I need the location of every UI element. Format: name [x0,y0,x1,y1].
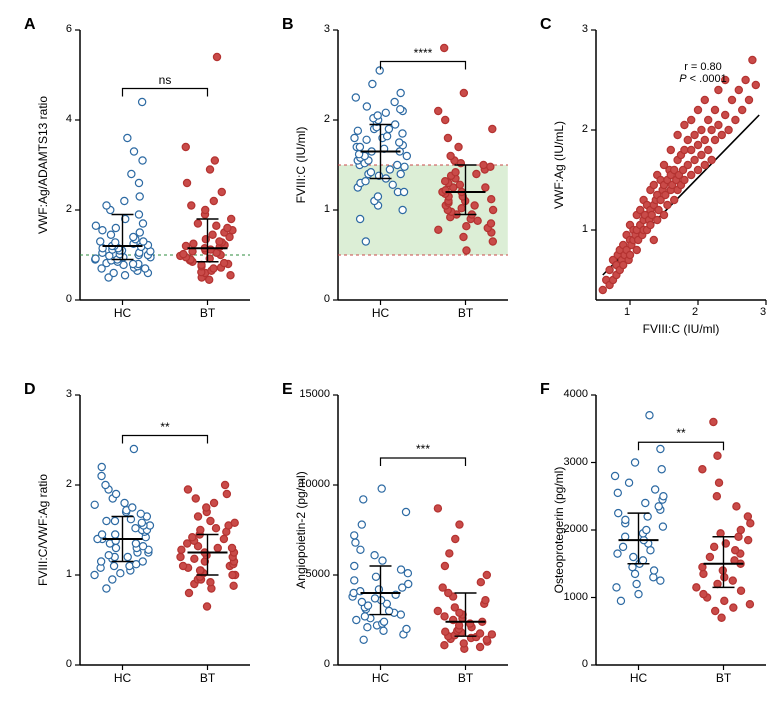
y-axis-label: VWF:Ag (IU/mL) [552,30,566,300]
panel-label-c: C [540,16,552,34]
panel-b-plot [330,22,516,308]
ytick-label: 4000 [564,388,588,400]
ytick-label: 0 [582,658,588,670]
panel-label-f: F [540,381,550,399]
y-axis-label: FVIII:C/VWF:Ag ratio [36,395,50,665]
category-label: HC [366,671,396,685]
y-axis-label: FVIII:C (IU/ml) [294,30,308,300]
significance-label: ** [661,426,701,440]
category-label: BT [451,306,481,320]
ytick-label: 3000 [564,456,588,468]
ytick-label: 3 [324,23,330,35]
significance-label: ns [145,73,185,87]
y-axis-label: VWF:Ag/ADAMTS13 ratio [36,30,50,300]
y-axis-label: Osteoprotegerin (pg/ml) [552,395,566,665]
ytick-label: 2 [324,113,330,125]
ytick-label: 5000 [306,568,330,580]
ytick-label: 2 [66,203,72,215]
significance-label: ** [145,420,185,434]
category-label: BT [193,671,223,685]
category-label: BT [193,306,223,320]
panel-label-e: E [282,381,293,399]
panel-label-b: B [282,16,294,34]
ytick-label: 4 [66,113,72,125]
category-label: HC [108,671,138,685]
ytick-label: 0 [324,293,330,305]
ytick-label: 2000 [564,523,588,535]
ytick-label: 1 [66,568,72,580]
xtick-label: 1 [624,306,630,318]
ytick-label: 2 [582,123,588,135]
xtick-label: 2 [692,306,698,318]
category-label: HC [366,306,396,320]
ytick-label: 3 [66,388,72,400]
panel-label-d: D [24,381,36,399]
significance-label: *** [403,442,443,456]
panel-label-a: A [24,16,36,34]
ytick-label: 0 [324,658,330,670]
category-label: HC [108,306,138,320]
category-label: BT [709,671,739,685]
panel-e-plot [330,387,516,673]
figure-root: A 0 2 4 6 VWF:Ag/ADAMTS13 ratio HC BT ns B 0 1 2 3 FVI… [0,0,784,701]
ytick-label: 1 [582,223,588,235]
ytick-label: 3 [582,23,588,35]
category-label: BT [451,671,481,685]
y-axis-label: Angiopoietin-2 (pg/ml) [294,395,308,665]
significance-label: **** [403,46,443,60]
category-label: HC [624,671,654,685]
xtick-label: 3 [760,306,766,318]
ytick-label: 2 [66,478,72,490]
panel-a-plot [72,22,258,308]
ytick-label: 1000 [564,591,588,603]
x-axis-label: FVIII:C (IU/ml) [596,322,766,336]
ytick-label: 0 [66,658,72,670]
ytick-label: 1 [324,203,330,215]
correlation-text: r = 0.80P < .0001 [658,61,748,85]
ytick-label: 6 [66,23,72,35]
ytick-label: 0 [66,293,72,305]
